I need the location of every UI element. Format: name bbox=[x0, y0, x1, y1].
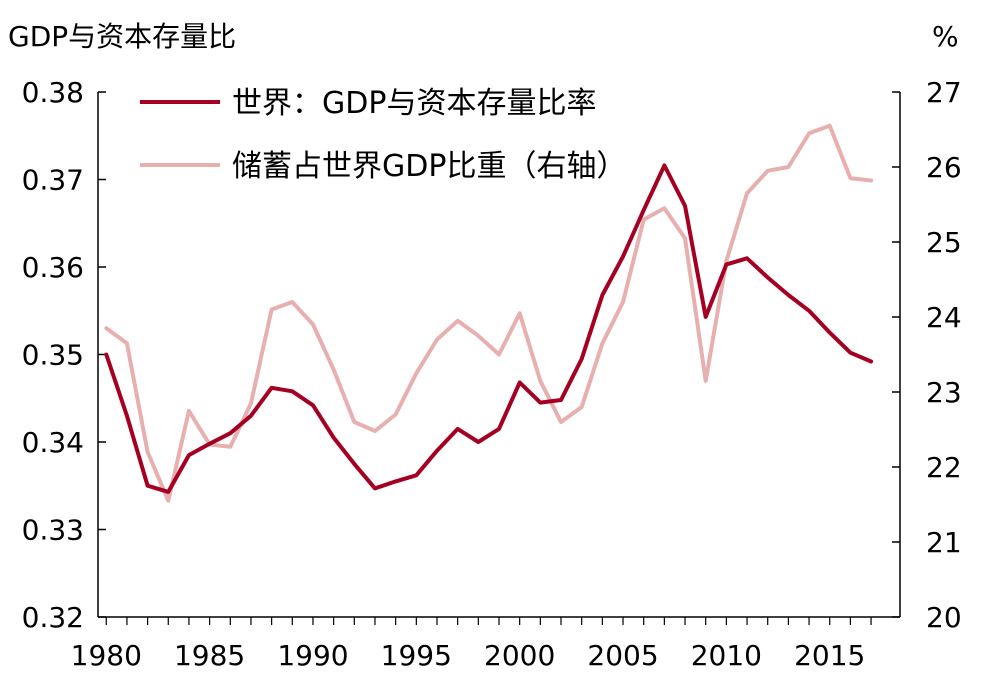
x-tick-label: 1985 bbox=[174, 639, 245, 672]
right-y-tick-label: 21 bbox=[926, 526, 962, 559]
tick-labels: 0.32 0.33 0.34 0.35 0.36 0.37 0.38 20 21 22 23 24 25… bbox=[22, 76, 962, 672]
x-tick-label: 1980 bbox=[71, 639, 142, 672]
right-y-tick-label: 26 bbox=[926, 151, 962, 184]
x-tick-label: 2010 bbox=[691, 639, 762, 672]
left-y-tick-label: 0.34 bbox=[22, 426, 84, 459]
legend-label: 储蓄占世界GDP比重（右轴） bbox=[232, 149, 626, 184]
legend-label: 世界：GDP与资本存量比率 bbox=[232, 86, 596, 121]
x-tick-label: 2000 bbox=[484, 639, 555, 672]
x-tick-label: 2005 bbox=[587, 639, 658, 672]
left-y-tick-label: 0.32 bbox=[22, 601, 84, 634]
left-y-tick-label: 0.38 bbox=[22, 76, 84, 109]
x-tick-label: 1990 bbox=[277, 639, 348, 672]
left-y-tick-label: 0.35 bbox=[22, 339, 84, 372]
series-lines bbox=[104, 123, 874, 503]
left-axis-title: GDP与资本存量比 bbox=[8, 20, 236, 53]
left-y-tick-label: 0.33 bbox=[22, 514, 84, 547]
x-tick-label: 1995 bbox=[381, 639, 452, 672]
right-axis-title: % bbox=[932, 20, 959, 53]
gdp-capital-ratio-line bbox=[104, 163, 874, 494]
left-y-tick-label: 0.37 bbox=[22, 164, 84, 197]
x-tick-label: 2015 bbox=[794, 639, 865, 672]
right-y-tick-label: 24 bbox=[926, 301, 962, 334]
right-y-tick-label: 22 bbox=[926, 451, 962, 484]
tick-marks bbox=[98, 91, 900, 625]
right-y-tick-label: 27 bbox=[926, 76, 962, 109]
left-y-tick-label: 0.36 bbox=[22, 251, 84, 284]
right-y-tick-label: 23 bbox=[926, 376, 962, 409]
savings-share-line bbox=[104, 123, 874, 503]
right-y-tick-label: 20 bbox=[926, 601, 962, 634]
right-y-tick-label: 25 bbox=[926, 226, 962, 259]
